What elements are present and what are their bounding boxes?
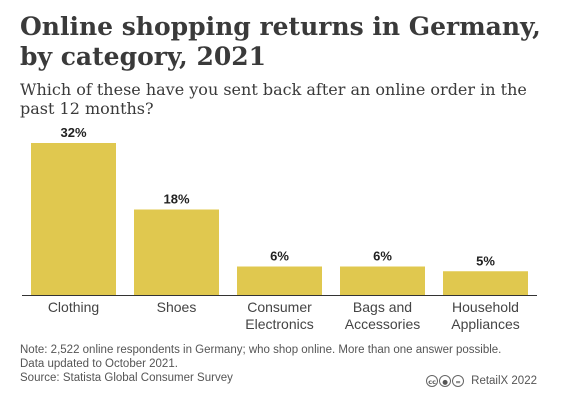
credit: cc ● = RetailX 2022 <box>426 374 537 388</box>
chart-subtitle: Which of these have you sent back after … <box>20 80 527 118</box>
category-label-2: Consumer Electronics <box>245 299 313 332</box>
source-line: Source: Statista Global Consumer Survey <box>20 372 233 384</box>
credit-text: RetailX 2022 <box>471 375 537 387</box>
value-label-1: 18% <box>163 192 189 207</box>
cc-license-icon: cc <box>426 375 439 387</box>
category-label-1: Shoes <box>157 299 197 315</box>
note-line-1: Note: 2,522 online respondents in German… <box>20 344 502 356</box>
value-label-4: 5% <box>476 253 495 268</box>
chart-title: Online shopping returns in Germany, by c… <box>20 12 541 71</box>
bar-0 <box>31 143 116 295</box>
bar-1 <box>134 209 219 295</box>
category-label-3: Bags and Accessories <box>345 299 420 332</box>
category-label-4: Household Appliances <box>451 299 520 332</box>
no-derivatives-icon: = <box>452 375 465 387</box>
license-icons: cc ● = <box>426 375 465 387</box>
bar-3 <box>340 266 425 295</box>
note-line-2: Data updated to October 2021. <box>20 358 178 370</box>
value-label-0: 32% <box>60 125 86 140</box>
attribution-icon: ● <box>439 375 452 387</box>
bar-2 <box>237 266 322 295</box>
category-label-0: Clothing <box>48 299 99 315</box>
value-label-2: 6% <box>270 249 289 264</box>
bar-4 <box>443 271 528 295</box>
chart-footnote: Note: 2,522 online respondents in German… <box>20 343 550 385</box>
value-label-3: 6% <box>373 249 392 264</box>
